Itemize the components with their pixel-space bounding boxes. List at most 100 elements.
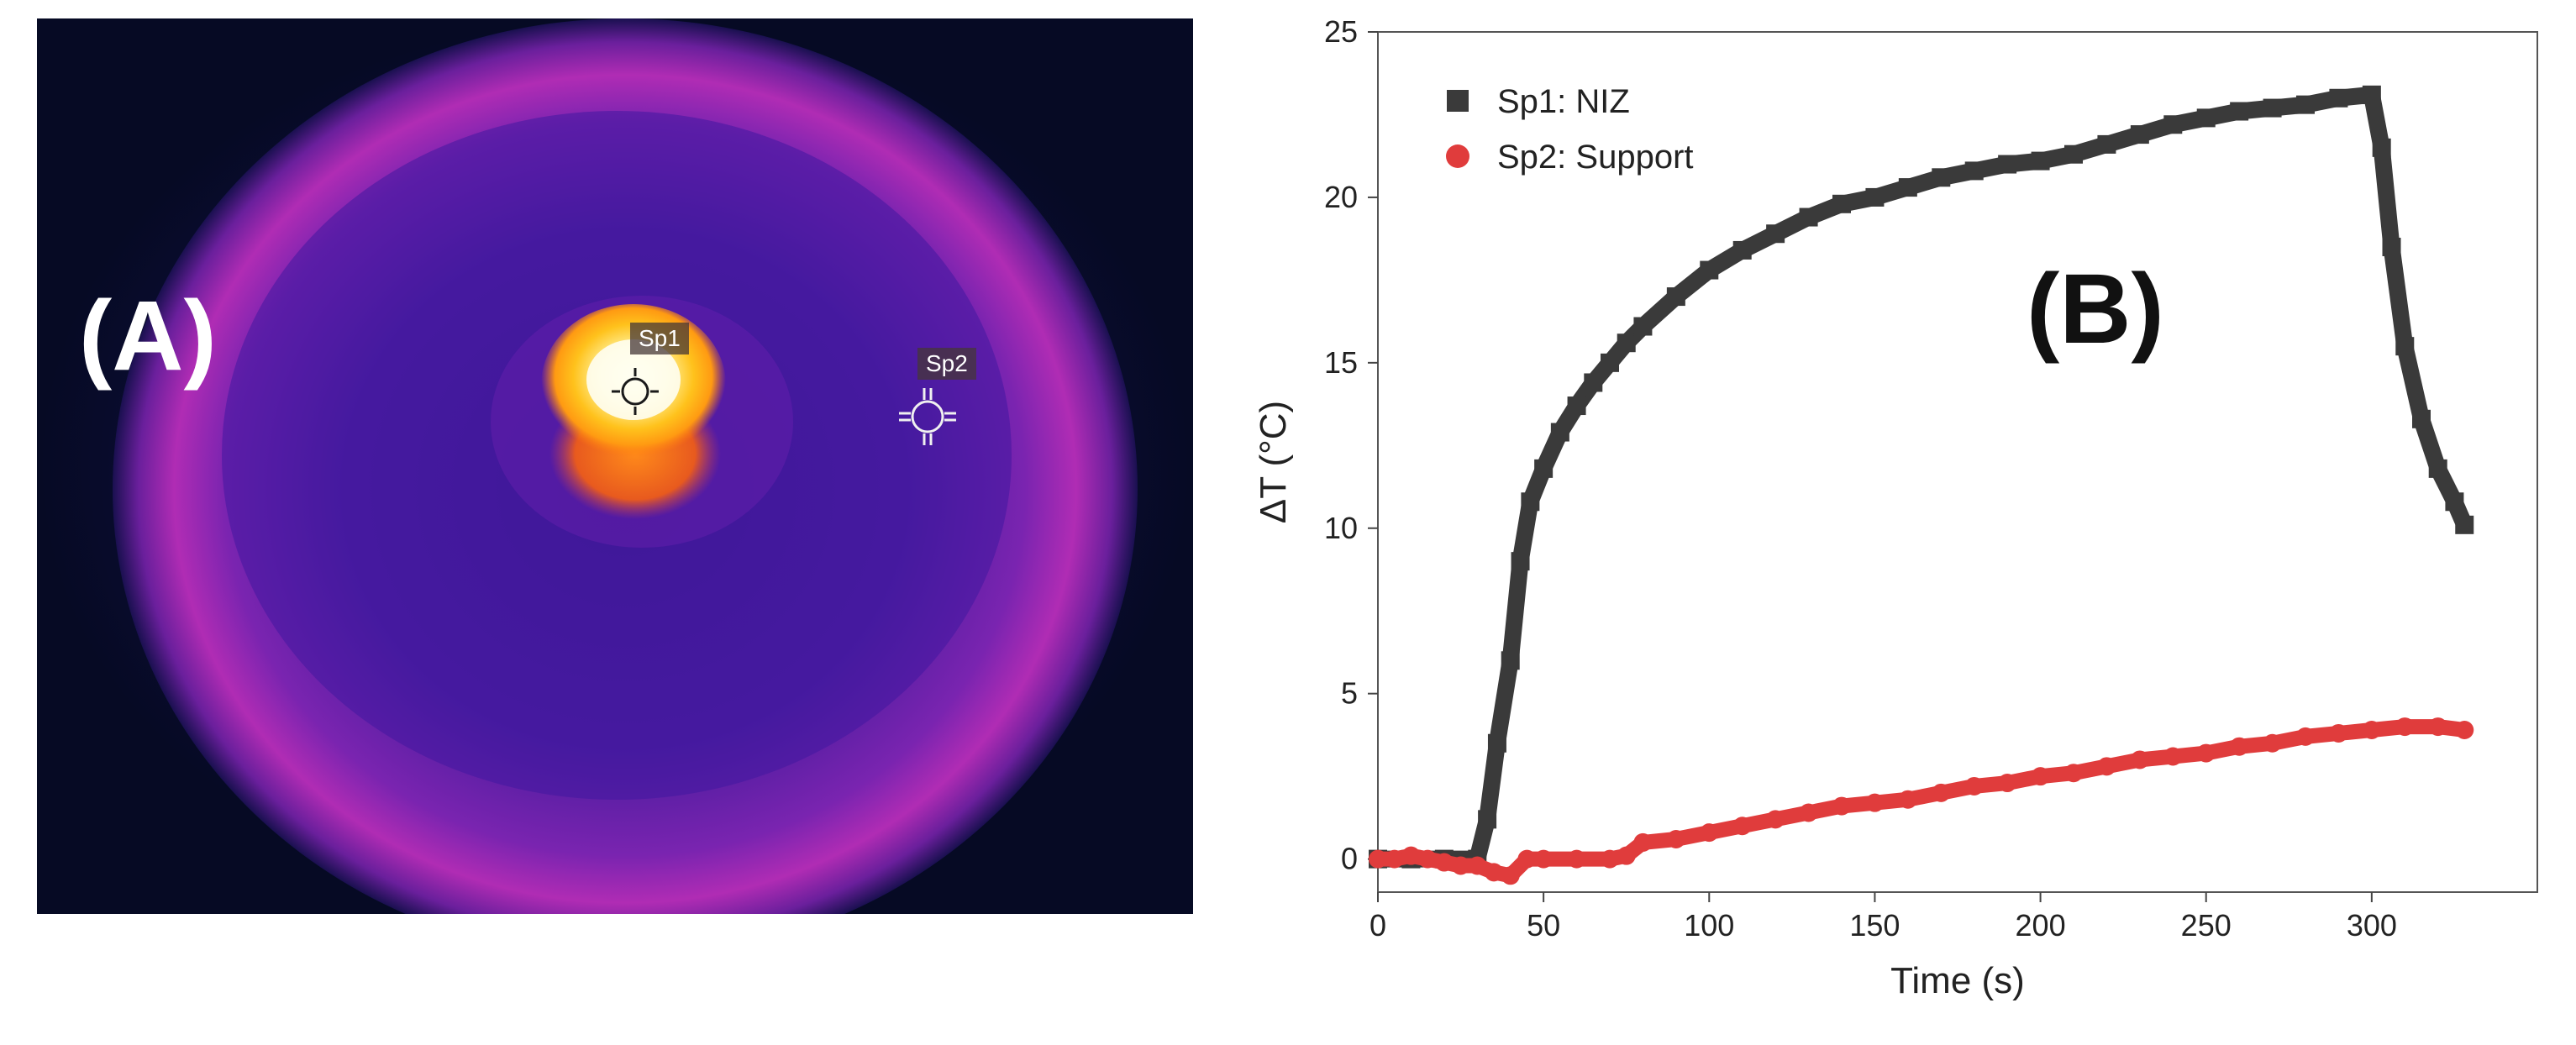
series-2-point [1700,823,1719,843]
series-2-point [1732,817,1752,836]
series-2-point [1832,796,1851,816]
y-tick-label: 25 [1324,14,1358,49]
x-tick-label: 0 [1369,908,1386,943]
series-2-point [1898,790,1917,809]
y-tick-label: 20 [1324,180,1358,214]
series-2-point [2130,750,2149,769]
series-1-point [1550,423,1569,442]
series-2-point [2395,717,2415,737]
series-2-point [1567,849,1586,869]
series-1-point [1487,733,1506,753]
series-2-point [1385,849,1404,869]
series-2-point [1451,856,1470,875]
x-tick-label: 150 [1849,908,1900,943]
series-1-point [2097,134,2116,154]
plot-frame [1377,31,2538,893]
y-tick-label: 15 [1324,345,1358,380]
series-2-point [1766,810,1785,829]
legend-entry-label: Sp2: Support [1497,139,1694,176]
series-1-point [2372,138,2391,157]
series-1-point [2031,151,2050,171]
series-2-point [2097,757,2116,776]
legend-entry-label: Sp1: NIZ [1497,83,1630,120]
series-1-point [1700,260,1719,280]
legend-marker-square [1447,90,1469,112]
series-1-point [2329,88,2348,108]
series-1-point [1511,552,1530,571]
series-1-point [1832,194,1851,213]
sp1-crosshair-icon [612,368,659,415]
series-1-point [1601,353,1619,372]
series-1-point [1766,224,1785,244]
series-2-point [1418,849,1438,869]
series-2-point [1485,863,1503,882]
legend-marker-circle [1446,144,1469,168]
series-1-point [2455,515,2474,534]
series-2-point [2296,727,2315,746]
x-tick-label: 50 [1527,908,1560,943]
series-2-point [2455,721,2474,740]
series-1-point [1478,810,1497,829]
series-2-point [1799,803,1818,822]
series-1-point [2428,459,2447,478]
series-2-point [2230,737,2249,756]
series-2-point [1865,793,1885,812]
series-1-point [2362,85,2381,104]
x-tick-label: 300 [2347,908,2397,943]
series-1-point [2196,108,2216,128]
series-2-point [1501,866,1520,885]
series-2-point [1601,849,1619,869]
series-2-point [1666,829,1685,848]
series-1-point [1666,287,1685,307]
y-tick-label: 10 [1324,511,1358,545]
series-2-point [2031,767,2050,786]
series-1-point [1898,178,1917,197]
sp2-crosshair-icon [899,388,956,445]
series-1-point [1932,168,1951,187]
x-tick-label: 100 [1684,908,1734,943]
series-1-point [2395,337,2415,356]
series-1-point [1998,155,2017,174]
x-tick-label: 200 [2016,908,2066,943]
series-2-point [2064,764,2083,783]
series-2-point [1434,853,1454,872]
series-1-point [2230,102,2249,121]
series-2-point [1998,774,2017,793]
series-2-point [1932,783,1951,802]
y-tick-label: 5 [1341,676,1358,711]
series-1-point [1865,187,1885,207]
series-2-point [1964,776,1984,796]
series-1-point [2412,409,2431,428]
series-2-point [2163,747,2183,766]
series-2-point [1517,849,1537,869]
x-tick-label: 250 [2181,908,2232,943]
series-2-point [1534,849,1553,869]
series-2-point [2263,733,2282,753]
series-2-point [1468,856,1487,875]
series-1-point [1501,651,1520,670]
series-2-point [2362,721,2381,740]
series-1-point [1567,396,1586,416]
series-1-point [1534,459,1553,478]
series-1-point [2064,144,2083,164]
series-2-point [2196,743,2216,763]
series-1-point [1584,373,1603,392]
series-1-point [1633,317,1653,336]
series-1-point [1964,161,1984,181]
series-1-point [1617,333,1636,353]
series-1-point [1732,240,1752,260]
series-1-point [2263,98,2282,118]
y-axis-title: ΔT (°C) [1253,401,1294,523]
series-1-point [2130,125,2149,144]
series-1-point [1521,492,1540,512]
sp2-tag: Sp2 [917,348,976,380]
series-2-point [1369,849,1387,869]
chart-panel: 0 50 100 150 200 250 300 0 5 10 15 20 25 Sp1: NIZ Sp2… [1227,0,2576,1045]
series-1-point [2382,238,2401,256]
series-2-point [1401,846,1421,865]
series-2-point [1633,832,1653,852]
series-1-point [1799,207,1818,227]
panel-a-label: (A) [79,281,217,391]
panel-b-label: (B) [2027,254,2164,365]
series-2-point [2329,723,2348,743]
